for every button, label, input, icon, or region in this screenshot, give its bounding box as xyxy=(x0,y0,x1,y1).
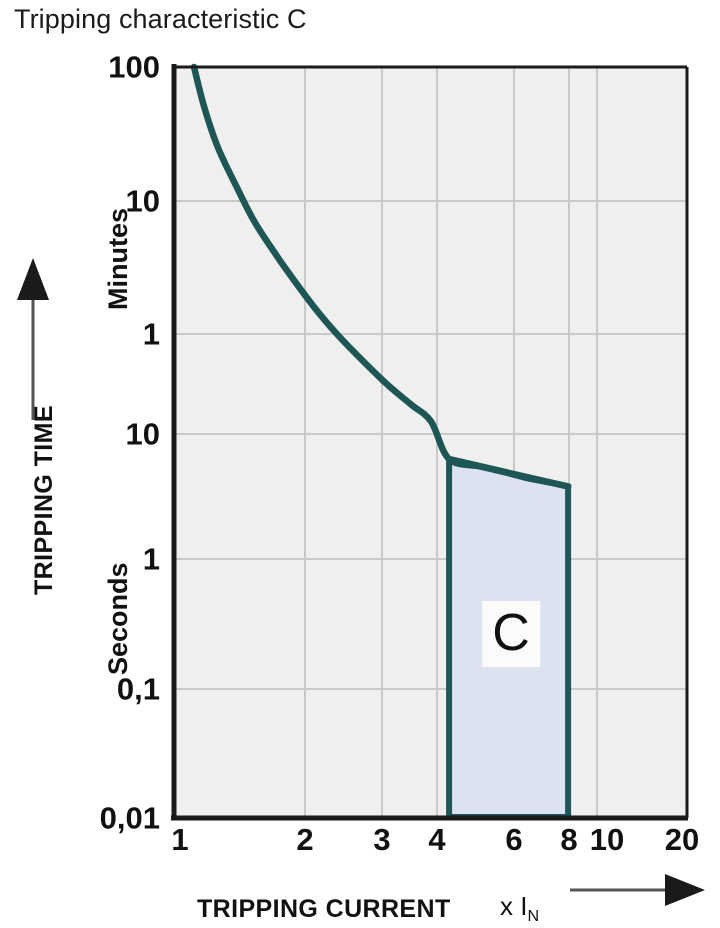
plot-background xyxy=(173,67,687,818)
band-label-c: C xyxy=(482,601,540,667)
x-tick-label-20: 20 xyxy=(664,822,700,857)
x-tick-label-2: 2 xyxy=(296,822,314,857)
y-tick-label-10min: 10 xyxy=(125,183,160,219)
y-tick-label-1sec: 1 xyxy=(142,541,160,577)
x-tick-label-10: 10 xyxy=(589,822,625,857)
y-unit-label-seconds: Seconds xyxy=(103,562,133,675)
x-tick-label-8: 8 xyxy=(560,822,578,857)
page-title: Tripping characteristic C xyxy=(14,4,307,34)
band-top-boundary xyxy=(445,455,572,490)
y-tick-label-1min: 1 xyxy=(142,316,160,352)
y-axis-title: TRIPPING TIME xyxy=(30,405,58,595)
y-tick-label-0-1sec: 0,1 xyxy=(116,671,160,707)
x-tick-label-1: 1 xyxy=(171,822,189,857)
y-tick-label-0-01sec: 0,01 xyxy=(99,800,160,836)
x-tick-label-4: 4 xyxy=(428,822,446,857)
up-arrow-icon xyxy=(17,258,49,420)
y-tick-label-10sec: 10 xyxy=(125,416,160,452)
x-axis-unit-text: x I xyxy=(500,891,528,921)
x-axis-title: TRIPPING CURRENT xyxy=(197,895,451,923)
y-tick-label-100min: 100 xyxy=(108,49,160,85)
x-tick-label-3: 3 xyxy=(373,822,391,857)
x-axis-unit-subscript: N xyxy=(527,907,540,926)
right-arrow-icon xyxy=(570,874,705,906)
y-unit-label-minutes: Minutes xyxy=(103,207,133,310)
x-tick-label-6: 6 xyxy=(505,822,523,857)
x-axis-unit: x IN xyxy=(500,891,539,926)
